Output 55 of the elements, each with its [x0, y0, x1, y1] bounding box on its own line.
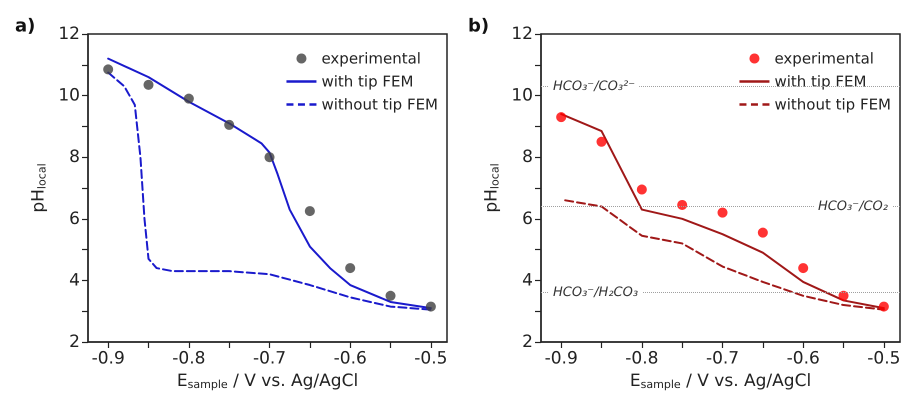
point [103, 64, 114, 74]
point [798, 263, 808, 274]
y-tick-label: 4 [69, 270, 80, 290]
y-tick-label: 6 [522, 208, 533, 229]
point [636, 184, 647, 195]
legend-label: without tip FEM [774, 96, 892, 114]
point [304, 206, 315, 216]
y-tick-label: 4 [522, 270, 533, 290]
x-tick-label: -0.8 [172, 348, 206, 368]
point [677, 200, 688, 210]
x-tick-label: -0.6 [786, 348, 820, 368]
y-tick-label: 6 [69, 208, 80, 229]
y-axis-title: pHlocal [28, 163, 49, 213]
legend-label: experimental [774, 50, 874, 68]
point [144, 80, 154, 90]
x-axis-title: Esample / V vs. Ag/AgCl [176, 370, 358, 391]
x-tick-label: -0.8 [625, 348, 658, 368]
point [596, 136, 607, 147]
y-tick-label: 10 [58, 86, 80, 106]
point [838, 290, 849, 301]
x-tick-label: -0.7 [706, 348, 740, 368]
point [426, 302, 436, 312]
point [184, 94, 194, 104]
x-tick-label: -0.5 [867, 348, 900, 368]
y-tick-label: 8 [522, 147, 533, 168]
chart-title: b) [468, 16, 490, 36]
x-tick-label: -0.9 [92, 348, 125, 368]
point [224, 120, 234, 130]
point [386, 290, 396, 301]
legend-label: experimental [321, 50, 421, 68]
point [878, 302, 889, 312]
chart-title: a) [15, 16, 36, 36]
y-tick-label: 8 [69, 147, 80, 168]
y-tick-label: 10 [511, 86, 533, 106]
y-tick-label: 12 [58, 24, 80, 44]
x-tick-label: -0.6 [334, 348, 367, 368]
ref-line-label: HCO₃⁻/CO₂ [818, 198, 888, 214]
x-tick-label: -0.9 [544, 348, 578, 368]
ref-line-label: HCO₃⁻/H₂CO₃ [553, 285, 638, 300]
y-tick-label: 12 [511, 24, 533, 44]
x-axis-title: Esample / V vs. Ag/AgCl [630, 370, 812, 391]
point [345, 263, 356, 274]
y-tick-label: 2 [522, 332, 533, 352]
point [718, 208, 728, 218]
point [264, 152, 275, 162]
legend-label: with tip FEM [774, 72, 866, 90]
x-tick-label: -0.7 [252, 348, 286, 368]
x-tick-label: -0.5 [414, 348, 448, 368]
y-axis-title: pHlocal [482, 163, 502, 213]
y-tick-label: 2 [69, 332, 80, 352]
legend-label: with tip FEM [321, 72, 414, 90]
point [556, 112, 566, 122]
point [758, 228, 768, 238]
legend-label: without tip FEM [321, 96, 438, 114]
ref-line-label: HCO₃⁻/CO₃²⁻ [553, 78, 636, 94]
